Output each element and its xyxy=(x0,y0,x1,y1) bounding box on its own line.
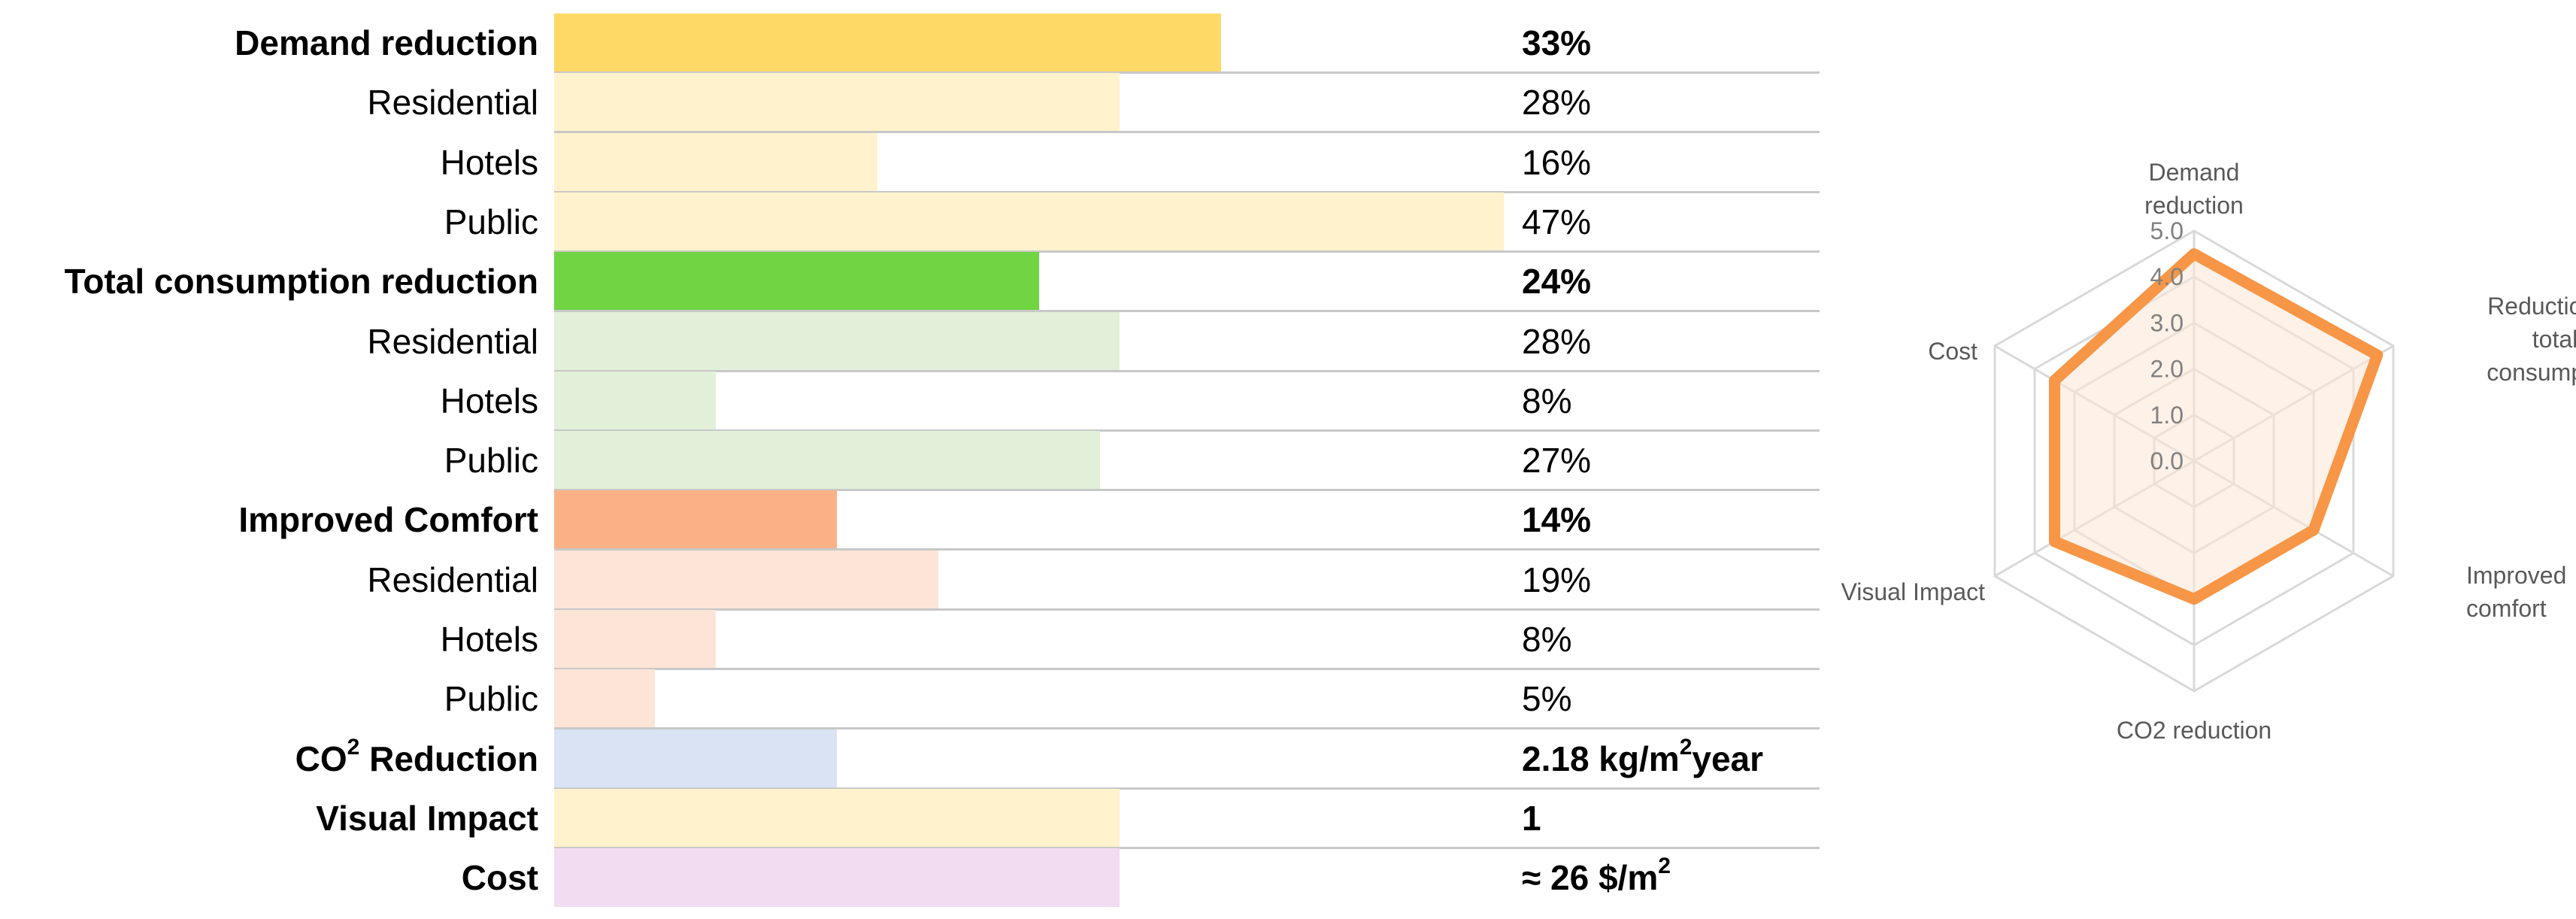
row-divider xyxy=(554,608,1820,611)
table-row: Improved Comfort 14% xyxy=(0,490,1820,551)
bar xyxy=(554,132,877,192)
table-row: Total consumption reduction 24% xyxy=(0,252,1820,313)
table-row: Residential 28% xyxy=(0,73,1820,134)
bar xyxy=(554,788,1120,848)
row-value: 27% xyxy=(1522,441,1592,481)
radar-tick-label: 5.0 xyxy=(2150,217,2184,244)
row-divider xyxy=(554,668,1820,670)
row-value: 33% xyxy=(1522,23,1592,62)
row-value: 19% xyxy=(1522,560,1592,599)
table-row: Hotels 8% xyxy=(0,371,1820,432)
row-divider xyxy=(554,429,1820,432)
row-value: 24% xyxy=(1522,262,1592,302)
row-divider xyxy=(554,846,1820,849)
row-label: Residential xyxy=(367,83,538,123)
bar xyxy=(554,14,1221,72)
table-row: Public 47% xyxy=(0,192,1820,253)
radar-tick-label: 1.0 xyxy=(2150,402,2184,429)
row-label: Residential xyxy=(367,321,538,361)
table-row: Public 27% xyxy=(0,431,1820,492)
radar-axis-label: reduction xyxy=(2144,192,2244,219)
row-label: Public xyxy=(444,202,538,241)
bar xyxy=(554,431,1100,490)
row-label: CO2 Reduction xyxy=(295,734,538,778)
radar-axis-label: Visual Impact xyxy=(1841,578,1986,605)
radar-axis-label: Cost xyxy=(1928,338,1977,365)
bar xyxy=(554,729,838,788)
table-row: Public 5% xyxy=(0,669,1820,730)
row-value: 47% xyxy=(1522,202,1592,241)
bar xyxy=(554,550,938,609)
bar xyxy=(554,848,1120,908)
table-row: Demand reduction 33% xyxy=(0,14,1820,74)
row-label: Improved Comfort xyxy=(238,500,538,540)
row-divider xyxy=(554,190,1820,193)
row-value: 14% xyxy=(1522,500,1592,540)
row-divider xyxy=(554,250,1820,253)
table-row: Residential 19% xyxy=(0,550,1820,611)
bar-table: Demand reduction 33% Residential 28% Hotels 1… xyxy=(0,14,1820,908)
table-row: Hotels 16% xyxy=(0,132,1820,193)
row-value: 5% xyxy=(1522,679,1572,719)
table-row: Residential 28% xyxy=(0,311,1820,372)
row-label: Visual Impact xyxy=(316,798,538,838)
bar xyxy=(554,252,1039,311)
radar-axis-label: Reduction of xyxy=(2487,293,2576,320)
bar xyxy=(554,311,1120,371)
row-divider xyxy=(554,71,1820,74)
radar-series-area xyxy=(2054,253,2377,599)
table-row: Visual Impact 1 xyxy=(0,788,1820,849)
row-label: Residential xyxy=(367,560,538,599)
radar-axis-label: comfort xyxy=(2466,595,2547,622)
radar-axis-label: total xyxy=(2532,326,2576,353)
radar-tick-label: 3.0 xyxy=(2150,309,2184,336)
row-value: 8% xyxy=(1522,381,1572,420)
row-value: ≈ 26 $/m2 xyxy=(1522,854,1671,898)
row-divider xyxy=(554,727,1820,730)
row-value: 1 xyxy=(1522,798,1541,838)
radar-tick-label: 4.0 xyxy=(2150,263,2184,290)
row-divider xyxy=(554,131,1820,134)
row-label: Hotels xyxy=(440,381,538,420)
row-label: Public xyxy=(444,441,538,481)
radar-tick-label: 2.0 xyxy=(2150,356,2184,383)
row-value: 2.18 kg/m2year xyxy=(1522,734,1764,778)
radar-axis-label: Improved xyxy=(2466,562,2566,589)
bar xyxy=(554,371,716,430)
row-label: Hotels xyxy=(440,620,538,659)
table-row: Hotels 8% xyxy=(0,610,1820,670)
radar-axis-label: CO2 reduction xyxy=(2117,717,2271,744)
bar xyxy=(554,669,656,729)
row-label: Public xyxy=(444,679,538,719)
row-divider xyxy=(554,787,1820,790)
radar-axis-label: Demand xyxy=(2149,159,2240,186)
row-label: Cost xyxy=(461,858,538,898)
radar-chart: 0.0 1.0 2.0 3.0 4.0 5.0 Demand reduction Reducti… xyxy=(1841,159,2576,744)
row-label: Demand reduction xyxy=(235,23,538,62)
row-divider xyxy=(554,548,1820,551)
radar-tick-label: 0.0 xyxy=(2150,447,2184,475)
table-row: CO2 Reduction 2.18 kg/m2year xyxy=(0,729,1820,790)
row-label: Hotels xyxy=(440,142,538,182)
row-divider xyxy=(554,310,1820,313)
row-value: 28% xyxy=(1522,321,1592,361)
bar xyxy=(554,490,838,550)
radar-series-line xyxy=(2048,248,2384,605)
bar xyxy=(554,192,1504,251)
row-divider xyxy=(554,369,1820,372)
row-value: 28% xyxy=(1522,83,1592,123)
radar-axis-label: consumption xyxy=(2487,359,2576,386)
row-divider xyxy=(554,489,1820,492)
bar xyxy=(554,610,716,669)
row-label: Total consumption reduction xyxy=(64,262,538,302)
table-row: Cost ≈ 26 $/m2 xyxy=(0,848,1820,908)
row-value: 16% xyxy=(1522,142,1592,182)
row-value: 8% xyxy=(1522,620,1572,659)
bar xyxy=(554,73,1120,132)
